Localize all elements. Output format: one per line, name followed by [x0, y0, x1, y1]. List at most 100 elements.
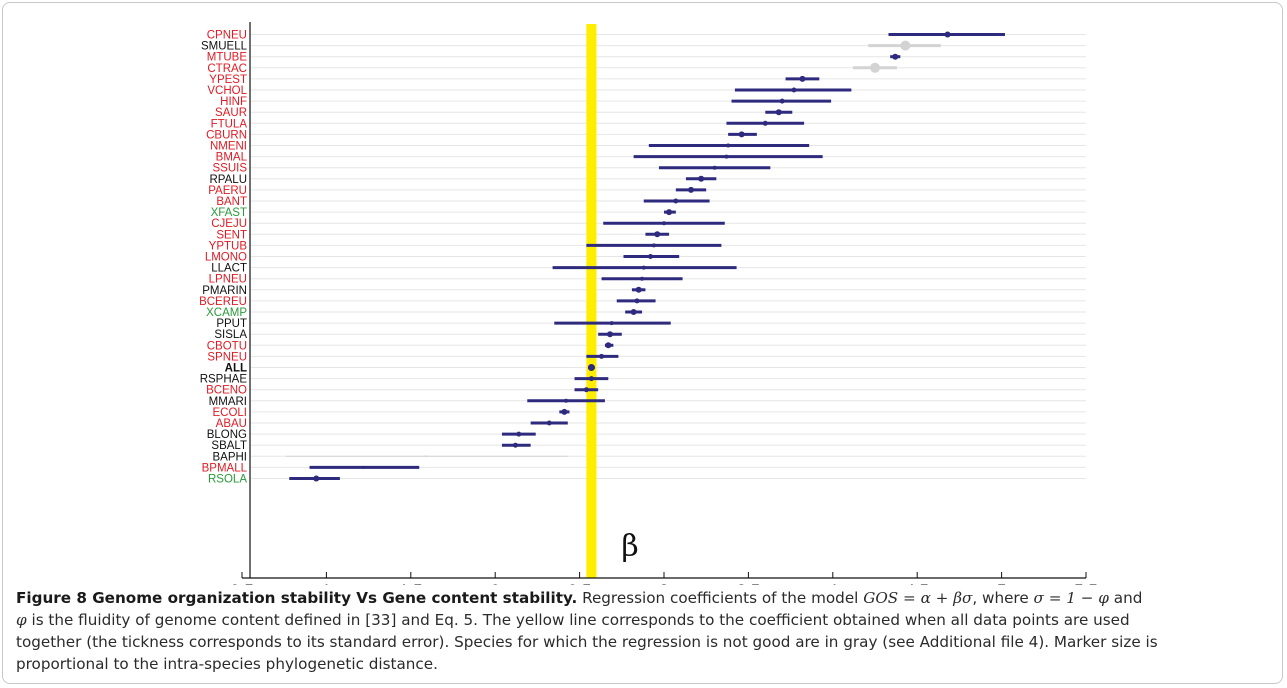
point-bcereu	[634, 298, 640, 304]
species-labels-layer: CPNEUSMUELLMTUBECTRACYPESTVCHOLHINFSAURF…	[199, 30, 248, 486]
species-label-bant: BANT	[216, 196, 247, 208]
species-label-cpneu: CPNEU	[207, 30, 247, 42]
caption-text-2: is the fluidity of genome content define…	[31, 611, 1130, 629]
species-label-ecoli: ECOLI	[212, 407, 247, 419]
species-label-sent: SENT	[216, 229, 247, 241]
point-mmari	[564, 398, 569, 403]
point-bpmall	[362, 465, 366, 469]
species-label-sisla: SISLA	[214, 329, 247, 341]
point-bmal	[724, 154, 729, 159]
species-label-ftula: FTULA	[211, 118, 248, 130]
species-label-pmarin: PMARIN	[202, 285, 247, 297]
reference-band-layer	[586, 24, 597, 578]
caption-text-1a: Regression coefficients of the model	[582, 589, 859, 607]
caption-equation: GOS = α + βσ	[863, 589, 973, 607]
point-cpneu	[944, 31, 951, 38]
point-yptub	[651, 243, 656, 248]
intervals-layer	[285, 31, 1005, 482]
species-label-xcamp: XCAMP	[206, 307, 247, 319]
species-label-ypest: YPEST	[209, 74, 247, 86]
species-label-mmari: MMARI	[209, 396, 247, 408]
point-llact	[641, 265, 646, 270]
species-label-bmal: BMAL	[216, 152, 248, 164]
species-label-smuell: SMUELL	[201, 41, 248, 53]
species-label-nmeni: NMENI	[210, 141, 247, 153]
species-label-ctrac: CTRAC	[207, 63, 247, 75]
x-tick-label: 0.5	[230, 581, 254, 585]
caption-line-4: proportional to the intra-species phylog…	[16, 655, 438, 673]
point-vchol	[791, 87, 797, 93]
point-sisla	[606, 331, 613, 338]
point-bant	[673, 198, 679, 204]
point-paeru	[688, 186, 695, 193]
species-label-bpmall: BPMALL	[202, 462, 248, 474]
x-tick-label: 1	[322, 581, 331, 585]
species-label-rsola: RSOLA	[208, 474, 247, 486]
point-rpalu	[698, 175, 705, 182]
species-label-abau: ABAU	[216, 418, 247, 430]
dot-interval-chart: CPNEUSMUELLMTUBECTRACYPESTVCHOLHINFSAURF…	[199, 22, 1098, 585]
x-axis-label: β	[621, 529, 638, 564]
caption-title: Figure 8 Genome organization stability V…	[16, 589, 578, 607]
x-tick-label: 4	[828, 581, 837, 585]
point-baphi	[424, 455, 427, 458]
point-pput	[609, 321, 614, 326]
point-spneu	[599, 353, 605, 359]
caption-line-2: φ is the fluidity of genome content defi…	[16, 609, 1268, 631]
species-label-blong: BLONG	[207, 429, 247, 441]
point-blong	[516, 431, 522, 437]
species-label-lpneu: LPNEU	[209, 274, 247, 286]
point-hinf	[779, 98, 785, 104]
species-label-vchol: VCHOL	[207, 85, 247, 97]
x-tick-label: 2.5	[568, 581, 592, 585]
species-label-rpalu: RPALU	[210, 174, 248, 186]
species-label-yptub: YPTUB	[209, 240, 248, 252]
species-label-bcereu: BCEREU	[199, 296, 247, 308]
species-label-saur: SAUR	[215, 107, 247, 119]
species-label-hinf: HINF	[220, 96, 247, 108]
species-label-mtube: MTUBE	[207, 52, 248, 64]
caption-line-1: Figure 8 Genome organization stability V…	[16, 587, 1268, 609]
point-rsphae	[588, 376, 594, 382]
caption-phi: φ	[16, 611, 27, 629]
point-ecoli	[561, 408, 568, 415]
point-ssuis	[712, 165, 717, 170]
species-label-bceno: BCENO	[206, 385, 247, 397]
species-label-cbotu: CBOTU	[207, 340, 247, 352]
point-sent	[654, 231, 661, 238]
caption-line-3: together (the tickness corresponds to it…	[16, 633, 1158, 651]
x-tick-label: 5.5	[1074, 581, 1098, 585]
species-label-ssuis: SSUIS	[212, 163, 247, 175]
species-label-all: ALL	[225, 363, 247, 375]
point-lmono	[647, 254, 653, 259]
species-label-sbalt: SBALT	[211, 440, 247, 452]
point-pmarin	[635, 286, 642, 293]
x-tick-label: 3.5	[737, 581, 761, 585]
species-label-pput: PPUT	[216, 318, 247, 330]
point-abau	[546, 420, 552, 426]
x-axis: 0.5 1 1.5 2 2.5 3 3.5 4 4.5 5 5.5	[230, 22, 1098, 585]
x-tick-label: 2	[490, 581, 499, 585]
species-label-spneu: SPNEU	[207, 351, 247, 363]
species-label-cjeju: CJEJU	[211, 218, 247, 230]
caption-text-1b: , where	[972, 589, 1029, 607]
x-tick-label: 5	[997, 581, 1006, 585]
caption-equation-2: σ = 1 − φ	[1033, 589, 1109, 607]
x-tick-label: 3	[659, 581, 668, 585]
point-cjeju	[662, 221, 666, 226]
point-mtube	[892, 53, 899, 60]
point-lpneu	[640, 276, 645, 281]
reference-band	[586, 24, 597, 578]
caption-text-1c: and	[1113, 589, 1143, 607]
x-tick-label: 4.5	[905, 581, 929, 585]
species-label-xfast: XFAST	[211, 207, 247, 219]
point-ctrac	[870, 62, 880, 73]
species-label-paeru: PAERU	[208, 185, 247, 197]
point-sbalt	[512, 442, 518, 448]
point-smuell	[900, 40, 911, 51]
species-label-llact: LLACT	[211, 263, 247, 275]
point-xcamp	[630, 309, 637, 315]
point-cbotu	[605, 342, 612, 349]
species-label-baphi: BAPHI	[212, 451, 247, 463]
